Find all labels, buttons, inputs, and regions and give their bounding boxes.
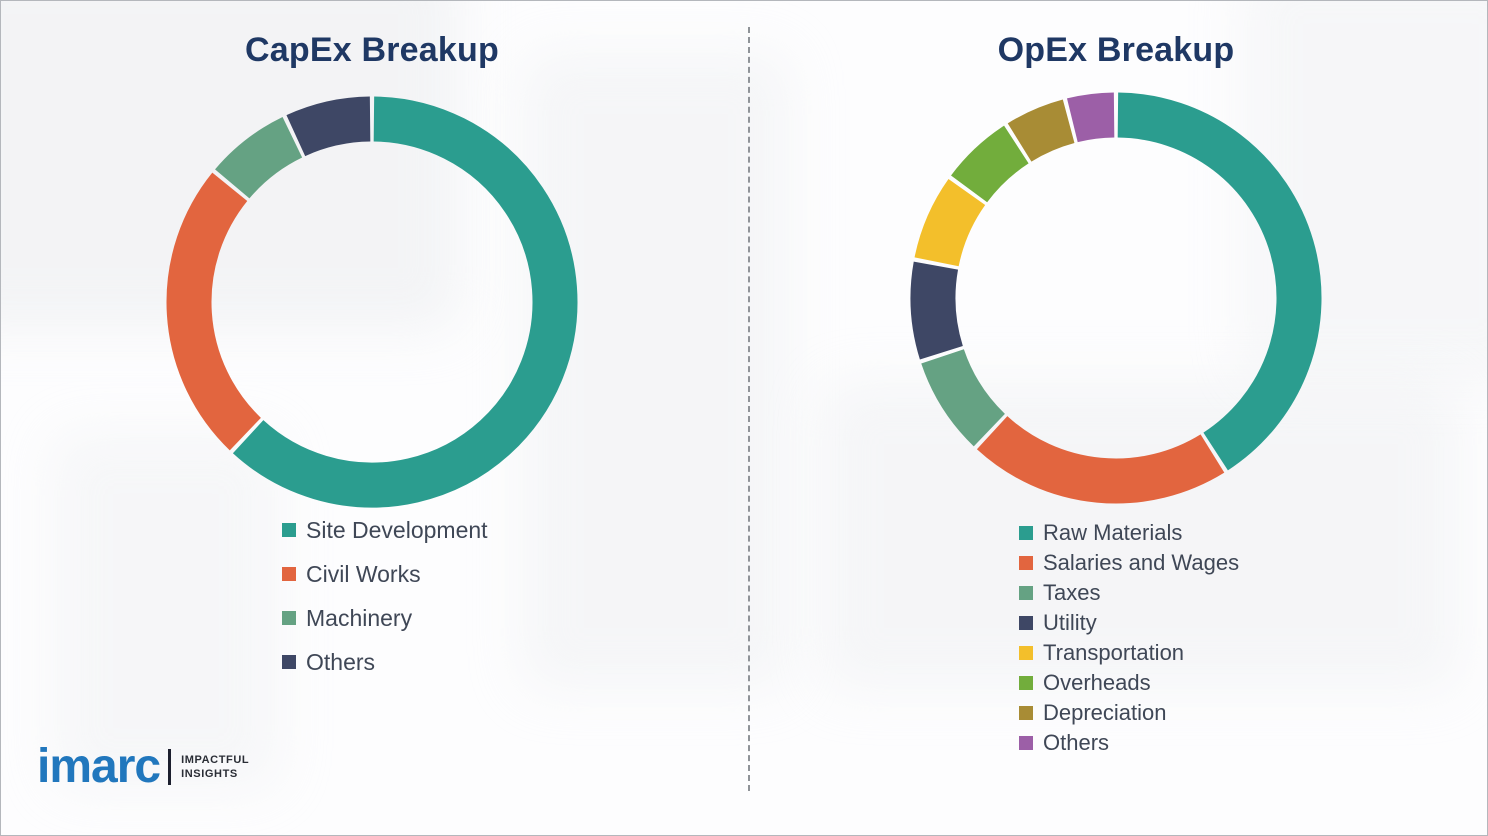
donut-segment-civil-works [166, 172, 262, 451]
donut-segment-depreciation [1007, 99, 1076, 162]
legend-swatch [1019, 556, 1033, 570]
legend-swatch [1019, 616, 1033, 630]
legend-item: Salaries and Wages [1019, 548, 1239, 578]
legend-label: Utility [1043, 610, 1097, 635]
legend-label: Salaries and Wages [1043, 550, 1240, 575]
donut-segment-taxes [921, 348, 1006, 447]
imarc-tagline: IMPACTFUL INSIGHTS [181, 753, 249, 781]
donut-segment-utility [910, 261, 964, 360]
capex-title: CapEx Breakup [245, 31, 499, 69]
legend-item: Machinery [282, 603, 488, 633]
legend-swatch [282, 567, 296, 581]
legend-swatch [1019, 586, 1033, 600]
tagline-line-1: IMPACTFUL [181, 754, 250, 766]
legend-swatch [1019, 706, 1033, 720]
logo-divider-bar [168, 749, 172, 785]
legend-swatch [1019, 736, 1033, 750]
legend-swatch [1019, 526, 1033, 540]
legend-label: Raw Materials [1043, 520, 1183, 545]
legend-item: Others [1019, 728, 1239, 758]
legend-swatch [282, 655, 296, 669]
legend-item: Utility [1019, 608, 1239, 638]
capex-donut-chart [166, 96, 578, 508]
legend-label: Site Development [306, 517, 488, 543]
legend-label: Transportation [1043, 640, 1185, 665]
legend-label: Others [1043, 730, 1110, 755]
legend-item: Others [282, 647, 488, 677]
legend-label: Others [306, 649, 376, 675]
donut-segment-site-development [232, 96, 578, 508]
capex-legend: Site Development Civil Works Machinery Othe… [282, 515, 488, 677]
opex-donut-chart [910, 92, 1322, 504]
donut-segment-raw-materials [1117, 92, 1322, 471]
donut-segment-others [1066, 92, 1115, 143]
imarc-brand-text: imarc [37, 740, 161, 793]
opex-legend: Raw Materials Salaries and Wages Taxes Util… [1019, 518, 1239, 758]
legend-item: Raw Materials [1019, 518, 1239, 548]
legend-item: Taxes [1019, 578, 1239, 608]
legend-label: Taxes [1043, 580, 1101, 605]
legend-item: Overheads [1019, 668, 1239, 698]
legend-label: Overheads [1043, 670, 1151, 695]
legend-swatch [282, 523, 296, 537]
donut-segment-overheads [951, 125, 1030, 203]
donut-segment-machinery [215, 116, 303, 199]
donut-segment-others [286, 96, 371, 157]
opex-title: OpEx Breakup [997, 31, 1235, 69]
legend-item: Civil Works [282, 559, 488, 589]
legend-item: Transportation [1019, 638, 1239, 668]
legend-label: Civil Works [306, 561, 421, 587]
donut-segment-transportation [914, 178, 986, 267]
legend-swatch [282, 611, 296, 625]
legend-label: Machinery [306, 605, 413, 631]
legend-label: Depreciation [1043, 700, 1167, 725]
legend-swatch [1019, 646, 1033, 660]
imarc-logo: imarc IMPACTFUL INSIGHTS [37, 743, 249, 791]
donut-segment-salaries-and-wages [976, 415, 1225, 504]
legend-item: Depreciation [1019, 698, 1239, 728]
tagline-line-2: INSIGHTS [181, 768, 238, 780]
vertical-divider [748, 27, 750, 791]
legend-item: Site Development [282, 515, 488, 545]
legend-swatch [1019, 676, 1033, 690]
